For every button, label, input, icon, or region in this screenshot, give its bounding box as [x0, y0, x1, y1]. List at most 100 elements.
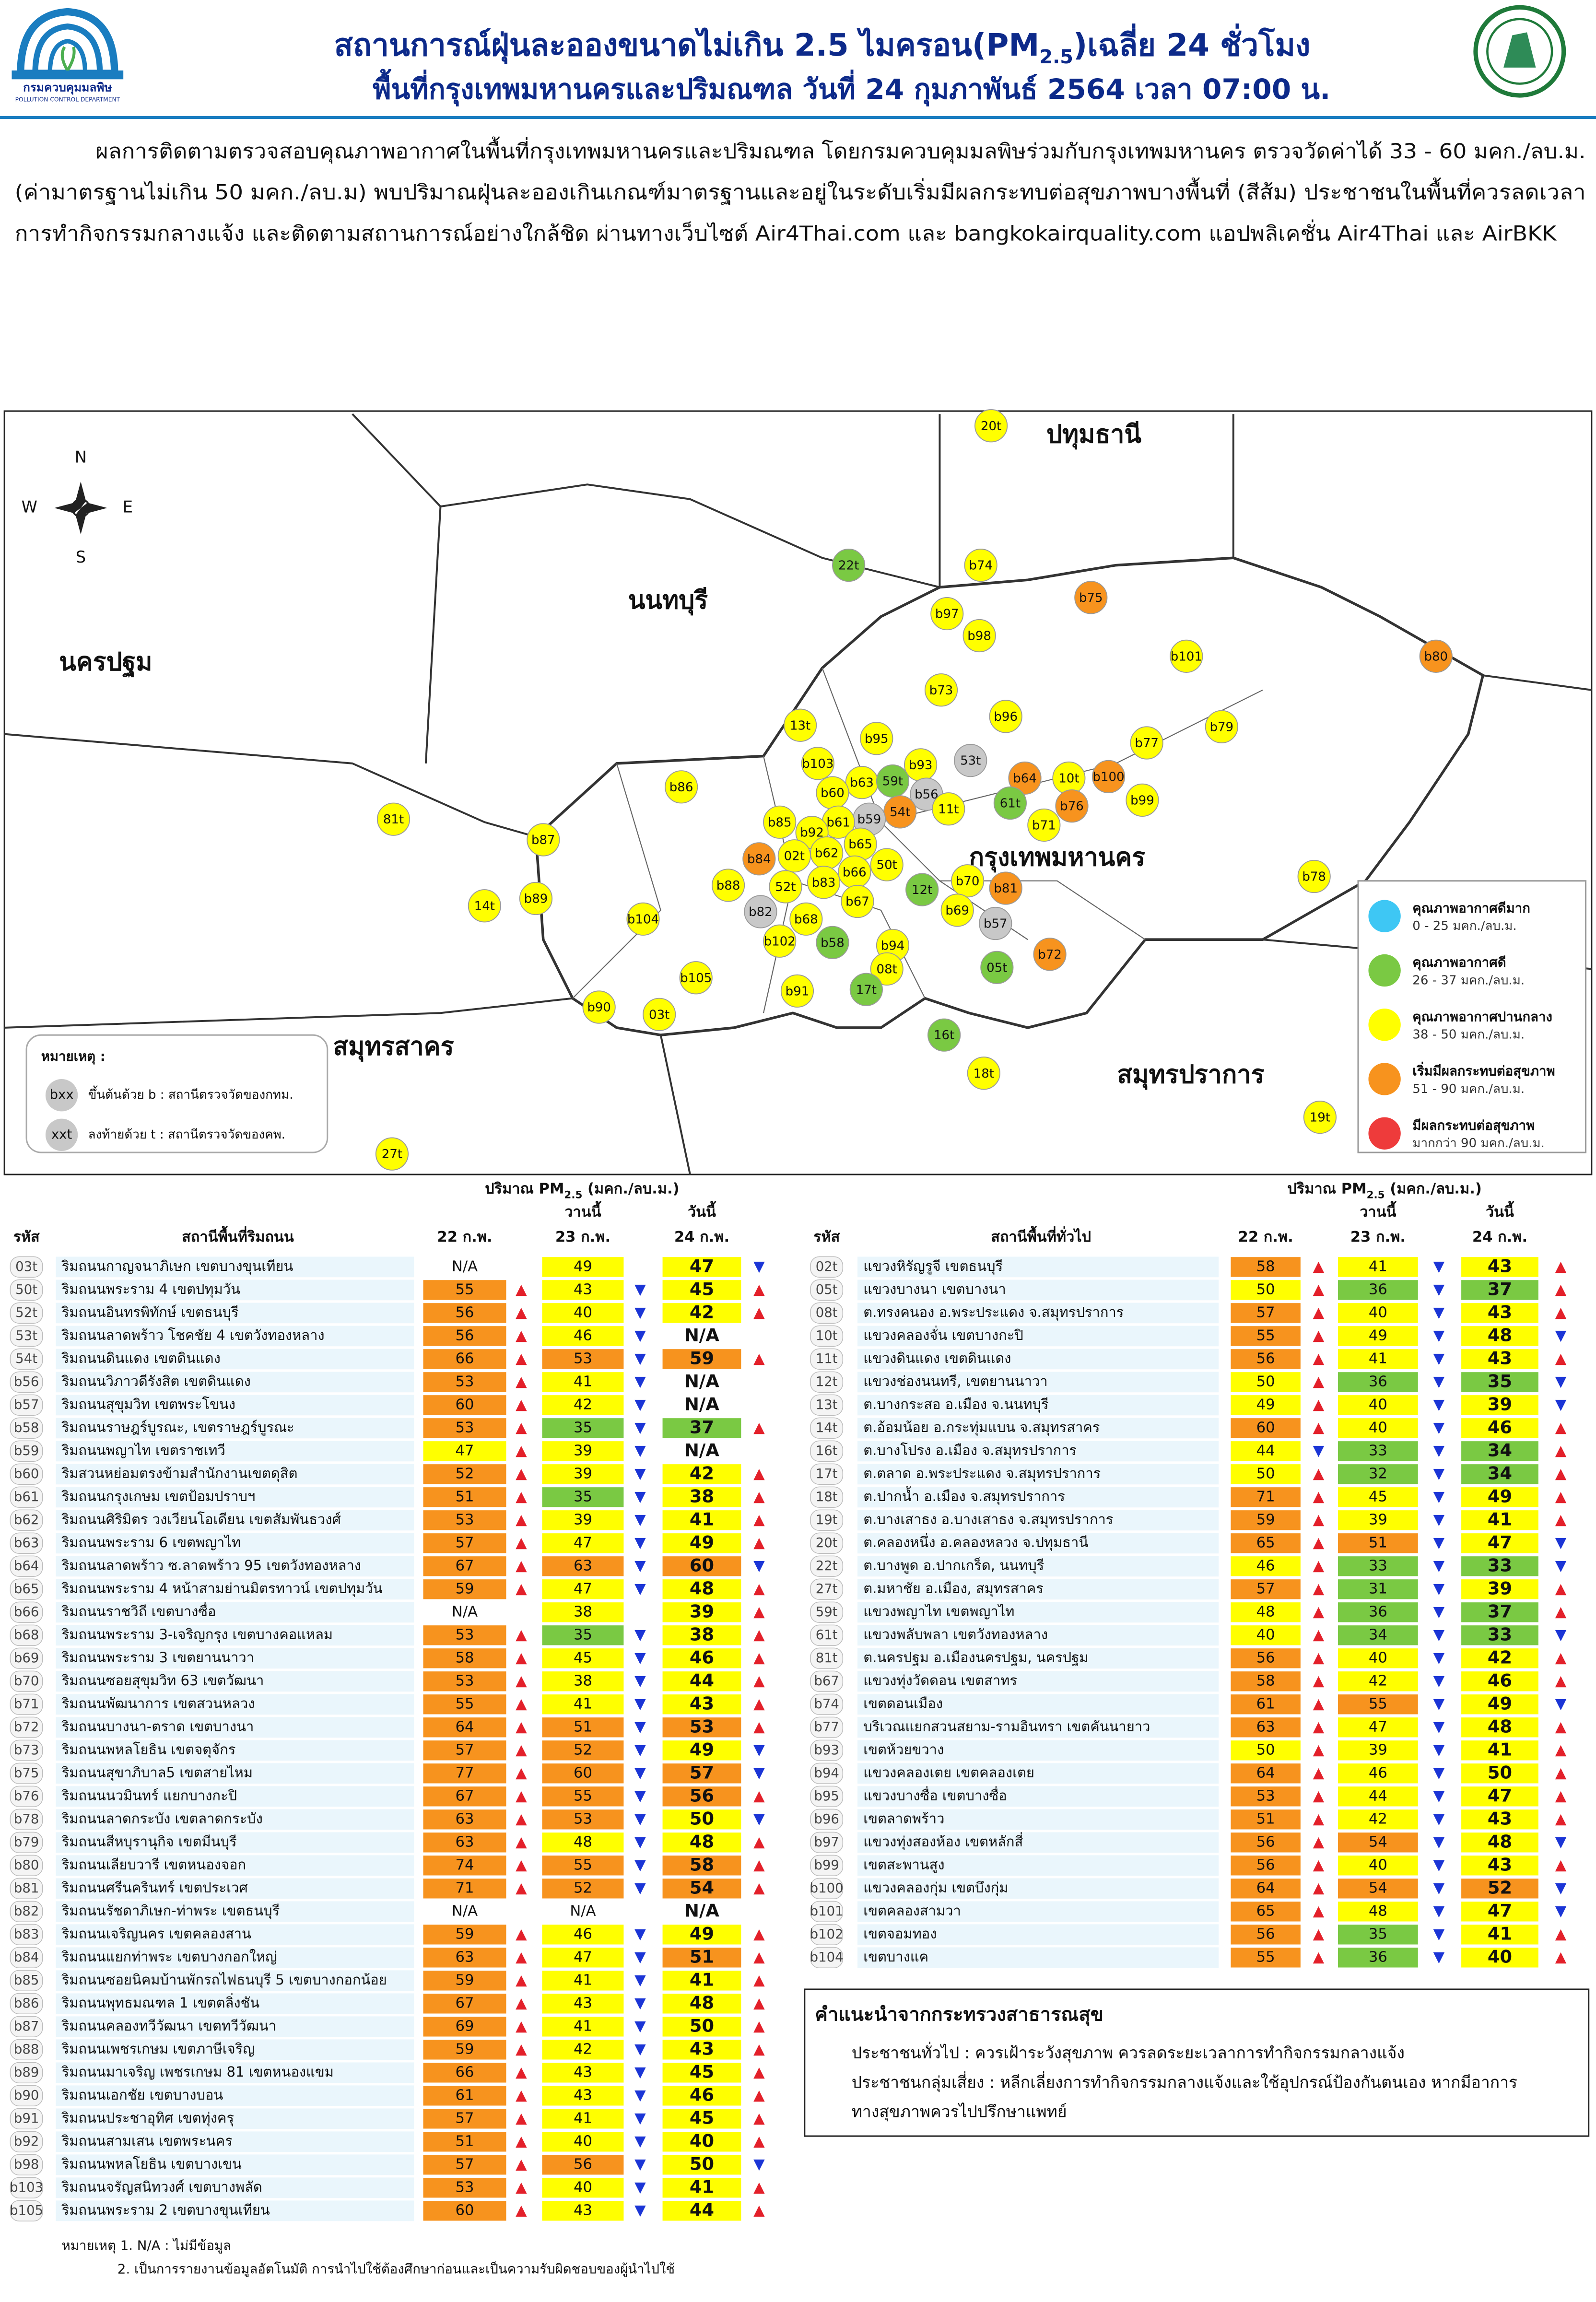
code-cell: [810, 1440, 844, 1462]
code-cell: [10, 2200, 43, 2222]
name-cell: [56, 1533, 414, 1554]
pm-value: 39: [574, 1511, 592, 1528]
station-marker: [468, 889, 501, 923]
compass-n: N: [75, 448, 87, 467]
province-label: ปทุมธานี: [1046, 420, 1142, 450]
code-cell: [10, 1878, 43, 1900]
trend-arrow: ▲: [516, 1419, 527, 1436]
station-code: b91: [14, 2111, 39, 2126]
trend-arrow: ▼: [634, 1926, 646, 1942]
value-cell: [1337, 1716, 1419, 1738]
station-marker: [711, 869, 745, 902]
station-code: b77: [814, 1719, 839, 1735]
value-cell: [1460, 1832, 1539, 1854]
value-cell: [1460, 1578, 1539, 1600]
code-cell: [810, 1901, 844, 1923]
trend-arrow: ▼: [634, 1879, 646, 1896]
station-marker: [789, 902, 823, 936]
pm-value: 37: [690, 1417, 714, 1437]
station-code: b93: [814, 1742, 839, 1758]
station-code: b76: [14, 1788, 39, 1804]
name-cell: [857, 1901, 1219, 1922]
value-cell: [662, 1486, 742, 1508]
trend-arrow: ▼: [753, 1764, 765, 1781]
pm-value: 57: [690, 1762, 714, 1783]
pm-value: 41: [574, 1373, 592, 1390]
station-label: b94: [881, 939, 905, 953]
pm-value: 51: [690, 1946, 714, 1967]
unit-suffix: (มคก./ลบ.ม.): [582, 1180, 679, 1197]
pm-value: 40: [690, 2130, 714, 2151]
station-name: ริมถนนพระราม 6 เขตพญาไท: [61, 1534, 241, 1550]
trend-arrow: ▲: [753, 1281, 765, 1298]
station-name: ต.ทรงคนอง อ.พระประแดง จ.สมุทรปราการ: [863, 1304, 1124, 1321]
pm-value: 65: [1256, 1903, 1275, 1919]
value-cell: [662, 1417, 742, 1439]
pm-value: 53: [574, 1350, 592, 1367]
value-cell: [1337, 1670, 1419, 1692]
trend-arrow: ▲: [753, 1534, 765, 1551]
trend-arrow: ▼: [1433, 1741, 1445, 1758]
pm-value: 46: [1256, 1557, 1275, 1574]
name-cell: [56, 1602, 414, 1623]
trend-arrow: ▲: [516, 1580, 527, 1597]
code-cell: [810, 1325, 844, 1347]
pm-value: 42: [1369, 1810, 1387, 1827]
value-cell: [422, 1878, 507, 1900]
station-name: ต.บางโปรง อ.เมือง จ.สมุทรปราการ: [863, 1442, 1077, 1459]
legend-title: มีผลกระทบต่อสุขภาพ: [1412, 1118, 1535, 1134]
pm-value: 55: [574, 1856, 592, 1873]
station-label: 10t: [1058, 771, 1079, 786]
trend-arrow: ▼: [634, 1350, 646, 1367]
station-name: ต.มหาชัย อ.เมือง, สมุทรสาคร: [863, 1580, 1044, 1597]
value-cell: [662, 1371, 742, 1393]
name-cell: [56, 1625, 414, 1646]
station-name: ริมถนนราษฎร์บูรณะ, เขตราษฎร์บูรณะ: [61, 1419, 294, 1436]
pcd-logo: [12, 8, 124, 80]
pm-value: 41: [1488, 1739, 1512, 1760]
value-cell: [1460, 1555, 1539, 1577]
pm-value: 43: [690, 2038, 714, 2059]
station-marker: [375, 1137, 409, 1171]
station-label: 17t: [856, 983, 877, 997]
code-cell: [10, 1532, 43, 1554]
name-cell: [56, 2131, 414, 2152]
trend-arrow: ▲: [516, 1534, 527, 1551]
trend-arrow: ▼: [634, 1373, 646, 1390]
pm-value: 58: [1256, 1672, 1275, 1689]
trend-arrow: ▼: [1555, 1534, 1567, 1551]
pm-value: 38: [574, 1672, 592, 1689]
trend-arrow: ▲: [516, 1672, 527, 1689]
station-name: ริมถนนพระราม 3-เจริญกรุง เขตบางคอแหลม: [61, 1626, 333, 1643]
pm-value: 64: [456, 1718, 474, 1735]
trend-arrow: ▲: [753, 2087, 765, 2103]
station-code: b98: [14, 2157, 39, 2172]
trend-arrow: ▲: [516, 1465, 527, 1482]
advice-line: ทางสุขภาพควรไปปรึกษาแพทย์: [852, 2102, 1067, 2122]
trend-arrow: ▲: [1555, 1603, 1567, 1620]
pm-value: 49: [1488, 1486, 1512, 1506]
pm-value: 40: [1369, 1304, 1387, 1321]
value-cell: [662, 1832, 742, 1854]
trend-arrow: ▲: [1313, 1419, 1325, 1436]
pm-value: 55: [456, 1695, 474, 1712]
station-label: 81t: [383, 812, 404, 827]
station-label: b90: [587, 1000, 611, 1015]
name-cell: [857, 1326, 1219, 1347]
value-cell: [541, 1555, 624, 1577]
pm-value: 40: [1369, 1396, 1387, 1413]
code-cell: [10, 1693, 43, 1715]
unit-sub: 2.5: [1367, 1189, 1385, 1201]
value-cell: [662, 1463, 742, 1485]
station-code: b101: [810, 1903, 844, 1919]
pm-value: 46: [574, 1327, 592, 1344]
station-name: แขวงคลองเตย เขตคลองเตย: [863, 1764, 1034, 1781]
station-name: ต.นครปฐม อ.เมืองนครปฐม, นครปฐม: [863, 1649, 1088, 1666]
trend-arrow: ▲: [753, 1511, 765, 1528]
station-name: ริมถนนวิภาวดีรังสิต เขตดินแดง: [61, 1373, 251, 1389]
trend-arrow: ▲: [1555, 1926, 1567, 1942]
trend-arrow: ▲: [516, 1879, 527, 1896]
station-label: b68: [794, 912, 818, 927]
pm-value: 44: [1369, 1787, 1387, 1804]
station-marker: [989, 871, 1022, 905]
